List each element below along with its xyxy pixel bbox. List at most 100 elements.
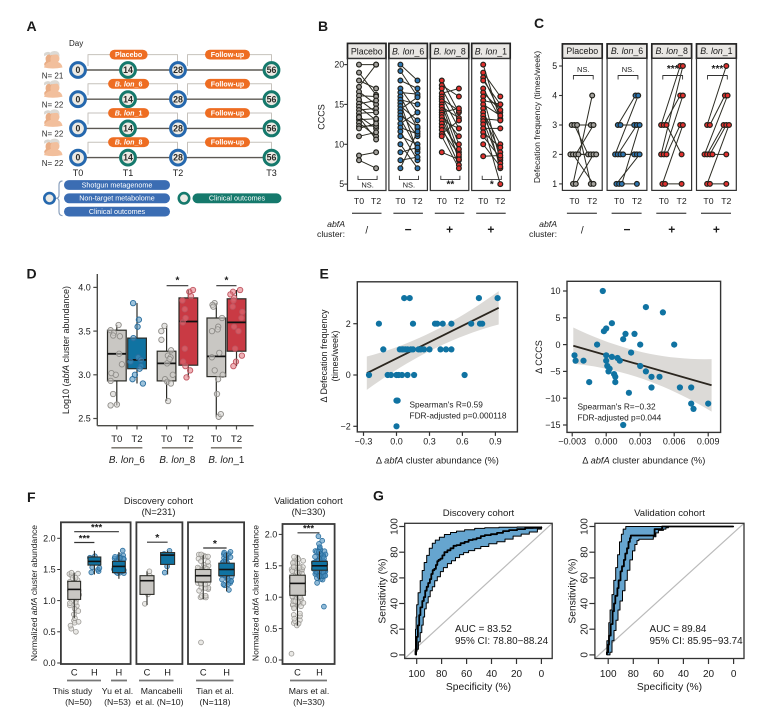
svg-text:20: 20 bbox=[579, 623, 590, 635]
svg-text:2.0: 2.0 bbox=[265, 530, 278, 540]
svg-text:4: 4 bbox=[552, 91, 557, 101]
svg-text:Placebo: Placebo bbox=[566, 46, 598, 56]
svg-text:−: − bbox=[623, 223, 630, 237]
svg-text:28: 28 bbox=[173, 94, 183, 104]
svg-text:NS.: NS. bbox=[361, 181, 374, 190]
svg-text:B. lon_1: B. lon_1 bbox=[208, 455, 244, 466]
svg-text:Δ Defecation frequency: Δ Defecation frequency bbox=[319, 309, 329, 403]
svg-text:0.003: 0.003 bbox=[629, 437, 652, 447]
svg-text:NS.: NS. bbox=[577, 65, 590, 74]
svg-text:14: 14 bbox=[123, 94, 133, 104]
svg-text:T0: T0 bbox=[211, 434, 222, 445]
svg-text:0: 0 bbox=[76, 153, 81, 163]
svg-text:(N=330): (N=330) bbox=[293, 697, 325, 707]
svg-text:Tian et al.: Tian et al. bbox=[196, 686, 234, 696]
svg-text:14: 14 bbox=[123, 124, 133, 134]
svg-text:B. lon_1: B. lon_1 bbox=[475, 46, 507, 56]
svg-text:2.5: 2.5 bbox=[78, 414, 91, 424]
svg-text:T2: T2 bbox=[131, 434, 142, 445]
svg-text:0: 0 bbox=[731, 669, 737, 680]
svg-text:N= 21: N= 21 bbox=[42, 71, 64, 80]
svg-text:−0.003: −0.003 bbox=[558, 437, 586, 447]
svg-text:Mars et al.: Mars et al. bbox=[289, 686, 330, 696]
svg-text:Discovery cohort: Discovery cohort bbox=[443, 508, 515, 519]
svg-text:*: * bbox=[224, 276, 228, 287]
svg-text:(N=118): (N=118) bbox=[200, 697, 231, 707]
svg-text:60: 60 bbox=[653, 669, 665, 680]
svg-text:T0: T0 bbox=[659, 196, 669, 206]
svg-text:T0: T0 bbox=[614, 196, 624, 206]
svg-text:Validation cohort: Validation cohort bbox=[274, 496, 343, 506]
svg-text:14: 14 bbox=[123, 153, 133, 163]
svg-text:T0: T0 bbox=[161, 434, 172, 445]
svg-text:80: 80 bbox=[628, 669, 640, 680]
svg-text:Spearman's R=0.59: Spearman's R=0.59 bbox=[410, 400, 484, 410]
svg-text:0.5: 0.5 bbox=[265, 624, 278, 634]
svg-text:T1: T1 bbox=[123, 168, 134, 178]
svg-text:+: + bbox=[446, 223, 453, 237]
svg-text:56: 56 bbox=[267, 153, 277, 163]
svg-text:***: *** bbox=[667, 64, 679, 75]
svg-text:*: * bbox=[175, 276, 179, 287]
svg-text:T0: T0 bbox=[437, 196, 447, 206]
svg-text:56: 56 bbox=[267, 94, 277, 104]
svg-text:Yu et al.: Yu et al. bbox=[102, 686, 133, 696]
svg-text:Sensitivity (%): Sensitivity (%) bbox=[568, 558, 579, 623]
svg-text:C: C bbox=[144, 667, 151, 677]
svg-text:−10: −10 bbox=[545, 393, 560, 403]
svg-text:28: 28 bbox=[173, 65, 183, 75]
svg-text:T2: T2 bbox=[173, 168, 184, 178]
svg-text:/: / bbox=[365, 226, 368, 237]
svg-text:B. lon_1: B. lon_1 bbox=[700, 46, 732, 56]
svg-text:5: 5 bbox=[552, 61, 557, 71]
svg-text:Normalized abfA cluster abunda: Normalized abfA cluster abundance bbox=[251, 525, 261, 661]
svg-text:0.5: 0.5 bbox=[43, 627, 56, 637]
svg-text:Follow-up: Follow-up bbox=[211, 80, 245, 88]
svg-text:T2: T2 bbox=[632, 196, 642, 206]
svg-text:T2: T2 bbox=[412, 196, 422, 206]
svg-text:28: 28 bbox=[173, 124, 183, 134]
svg-text:cluster:: cluster: bbox=[317, 229, 345, 239]
svg-text:abfA: abfA bbox=[327, 219, 345, 229]
svg-text:40: 40 bbox=[486, 669, 498, 680]
svg-text:100: 100 bbox=[600, 669, 617, 680]
svg-text:0: 0 bbox=[539, 669, 545, 680]
svg-text:***: *** bbox=[79, 533, 90, 544]
svg-text:0: 0 bbox=[390, 652, 401, 658]
svg-text:Placebo: Placebo bbox=[115, 51, 143, 59]
svg-text:−2: −2 bbox=[341, 422, 351, 432]
svg-text:Specificity (%): Specificity (%) bbox=[446, 682, 511, 693]
svg-text:56: 56 bbox=[267, 124, 277, 134]
svg-text:100: 100 bbox=[408, 669, 425, 680]
svg-text:3.0: 3.0 bbox=[78, 370, 91, 380]
svg-text:0: 0 bbox=[346, 370, 351, 380]
svg-text:14: 14 bbox=[123, 65, 133, 75]
svg-text:−5: −5 bbox=[550, 367, 560, 377]
svg-text:100: 100 bbox=[580, 518, 591, 535]
svg-text:Δ abfA cluster abundance (%): Δ abfA cluster abundance (%) bbox=[376, 456, 499, 466]
svg-text:20: 20 bbox=[334, 60, 344, 70]
svg-text:56: 56 bbox=[267, 65, 277, 75]
svg-text:5: 5 bbox=[555, 313, 560, 323]
svg-text:60: 60 bbox=[461, 669, 473, 680]
svg-text:(N=231): (N=231) bbox=[142, 507, 176, 517]
svg-text:10: 10 bbox=[334, 139, 344, 149]
svg-text:D: D bbox=[27, 266, 37, 282]
svg-text:1.5: 1.5 bbox=[265, 561, 278, 571]
svg-text:Non-target metabolome: Non-target metabolome bbox=[79, 194, 155, 203]
svg-text:T0: T0 bbox=[478, 196, 488, 206]
svg-text:cluster:: cluster: bbox=[529, 229, 557, 239]
svg-text:T3: T3 bbox=[266, 168, 277, 178]
svg-text:B. lon_6: B. lon_6 bbox=[392, 46, 424, 56]
svg-text:abfA: abfA bbox=[539, 219, 557, 229]
svg-text:Log10 (abfA cluster abundance): Log10 (abfA cluster abundance) bbox=[61, 286, 71, 414]
svg-text:N= 22: N= 22 bbox=[42, 130, 64, 139]
svg-text:15: 15 bbox=[334, 99, 344, 109]
svg-text:***: *** bbox=[303, 524, 314, 535]
svg-text:60: 60 bbox=[580, 572, 591, 584]
svg-text:C: C bbox=[71, 667, 78, 677]
svg-text:T2: T2 bbox=[721, 196, 731, 206]
svg-text:T2: T2 bbox=[495, 196, 505, 206]
svg-text:Defecation frequency (times/we: Defecation frequency (times/week) bbox=[532, 51, 542, 183]
svg-text:C: C bbox=[534, 15, 544, 31]
